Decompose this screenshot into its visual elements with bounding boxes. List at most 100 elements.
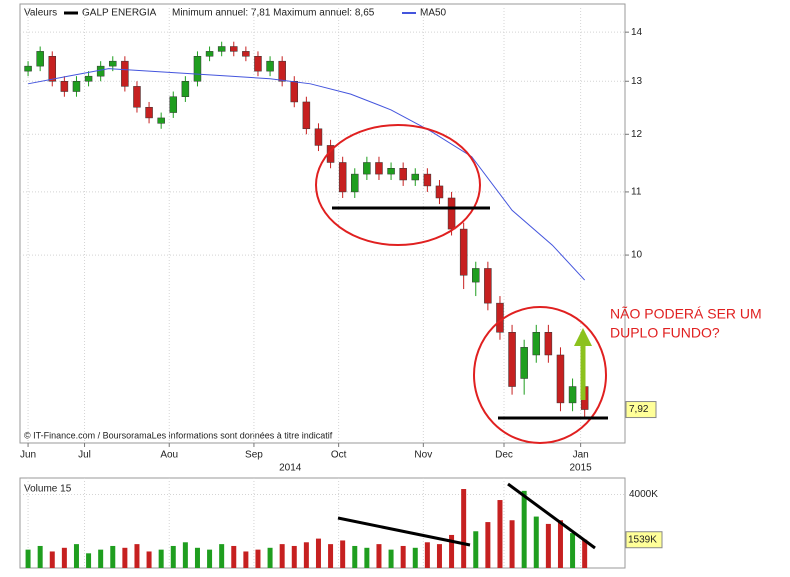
- volume-bar: [291, 545, 297, 568]
- candle-body: [423, 173, 432, 187]
- candle-body: [508, 332, 516, 387]
- volume-bar: [533, 516, 539, 568]
- candle-body: [169, 96, 178, 113]
- volume-title: Volume 15: [24, 484, 72, 495]
- candle-body: [532, 332, 541, 356]
- candle-body: [36, 51, 44, 67]
- candle-body: [338, 162, 347, 193]
- candle-body: [121, 60, 129, 87]
- volume-bar: [182, 542, 188, 568]
- candle-body: [48, 56, 57, 82]
- volume-bar: [37, 545, 43, 568]
- candle-body: [72, 81, 81, 92]
- candle-body: [520, 347, 528, 379]
- candle-body: [157, 117, 165, 124]
- candle-body: [544, 332, 553, 356]
- candle-body: [447, 197, 456, 230]
- volume-bar: [364, 547, 370, 568]
- candle-body: [230, 46, 238, 52]
- volume-bar: [73, 544, 79, 568]
- candle-body: [387, 168, 395, 175]
- year-label: 2015: [570, 463, 593, 474]
- candle-body: [459, 228, 468, 276]
- price-layer: 10 11 12 13 14 Jun Jul Aou Sep Oct Nov Dec Jan 2014 20…: [20, 8, 657, 474]
- candle-body: [496, 302, 504, 333]
- volume-bar: [170, 545, 176, 568]
- volume-bar: [521, 490, 527, 568]
- last-price-box: [625, 401, 657, 419]
- volume-bar: [122, 547, 128, 568]
- candle-body: [266, 60, 274, 72]
- candle-body: [435, 185, 444, 199]
- y-tick-label: 4000K: [629, 489, 658, 500]
- candle-body: [568, 386, 577, 404]
- price-frame: [19, 3, 626, 444]
- candle-body: [60, 81, 69, 92]
- candle-body: [278, 60, 286, 82]
- candle-body: [290, 81, 299, 103]
- volume-bar: [424, 542, 430, 568]
- volume-bar: [98, 549, 104, 568]
- y-tick-label: 14: [631, 27, 643, 38]
- trend-line: [507, 482, 596, 550]
- candle-body: [484, 268, 492, 304]
- ma-line: [27, 68, 586, 281]
- x-tick-label: Dec: [495, 450, 513, 461]
- volume-bar: [328, 544, 334, 568]
- volume-bar: [61, 547, 67, 568]
- volume-frame: [19, 477, 626, 569]
- volume-bar: [570, 533, 576, 568]
- arrow-head: [574, 328, 592, 346]
- volume-bar: [207, 549, 213, 568]
- y-tick-label: 10: [631, 250, 643, 261]
- x-tick-label: Jun: [20, 450, 36, 461]
- volume-bar: [25, 549, 31, 568]
- volume-bar: [49, 551, 55, 568]
- x-tick-label: Oct: [331, 450, 347, 461]
- volume-bar: [86, 553, 92, 568]
- volume-bar: [400, 545, 406, 568]
- volume-bar: [436, 544, 442, 568]
- legend-label: GALP ENERGIA: [82, 8, 157, 19]
- candle-body: [302, 101, 311, 130]
- last-volume-label: 1539K: [628, 534, 657, 545]
- candle-body: [145, 106, 153, 119]
- trend-line: [337, 516, 471, 547]
- volume-bar: [461, 489, 467, 568]
- volume-bar: [110, 545, 116, 568]
- volume-bar: [303, 542, 309, 568]
- x-tick-label: Nov: [414, 450, 432, 461]
- candle-body: [556, 354, 565, 404]
- y-tick-label: 13: [631, 76, 643, 87]
- volume-bar: [158, 549, 164, 568]
- last-price-label: 7,92: [629, 404, 649, 415]
- volume-bar: [557, 520, 563, 568]
- volume-bar: [255, 549, 261, 568]
- candle-body: [351, 173, 359, 193]
- x-tick-label: Jul: [78, 450, 91, 461]
- volume-bar: [219, 544, 225, 568]
- volume-bar: [497, 500, 503, 568]
- volume-layer: 4000K 1539K: [20, 478, 663, 568]
- x-tick-label: Jan: [573, 450, 589, 461]
- volume-bar: [315, 538, 321, 568]
- candle-body: [193, 56, 202, 82]
- volume-bar: [485, 522, 491, 568]
- candle-body: [109, 60, 117, 67]
- candle-body: [254, 56, 262, 72]
- volume-bar: [412, 547, 418, 568]
- annotation-text: NÃO PODERÁ SER UM: [610, 306, 762, 322]
- candle-body: [205, 51, 214, 57]
- annotation-text: DUPLO FUNDO?: [610, 325, 720, 341]
- candle-body: [375, 162, 383, 175]
- volume-bar: [545, 523, 551, 568]
- y-tick-label: 12: [631, 129, 643, 140]
- candle-body: [363, 162, 371, 175]
- volume-bar: [449, 534, 455, 568]
- candle-body: [84, 75, 93, 82]
- volume-bar: [388, 549, 394, 568]
- candle-body: [217, 46, 226, 52]
- year-label: 2014: [279, 463, 302, 474]
